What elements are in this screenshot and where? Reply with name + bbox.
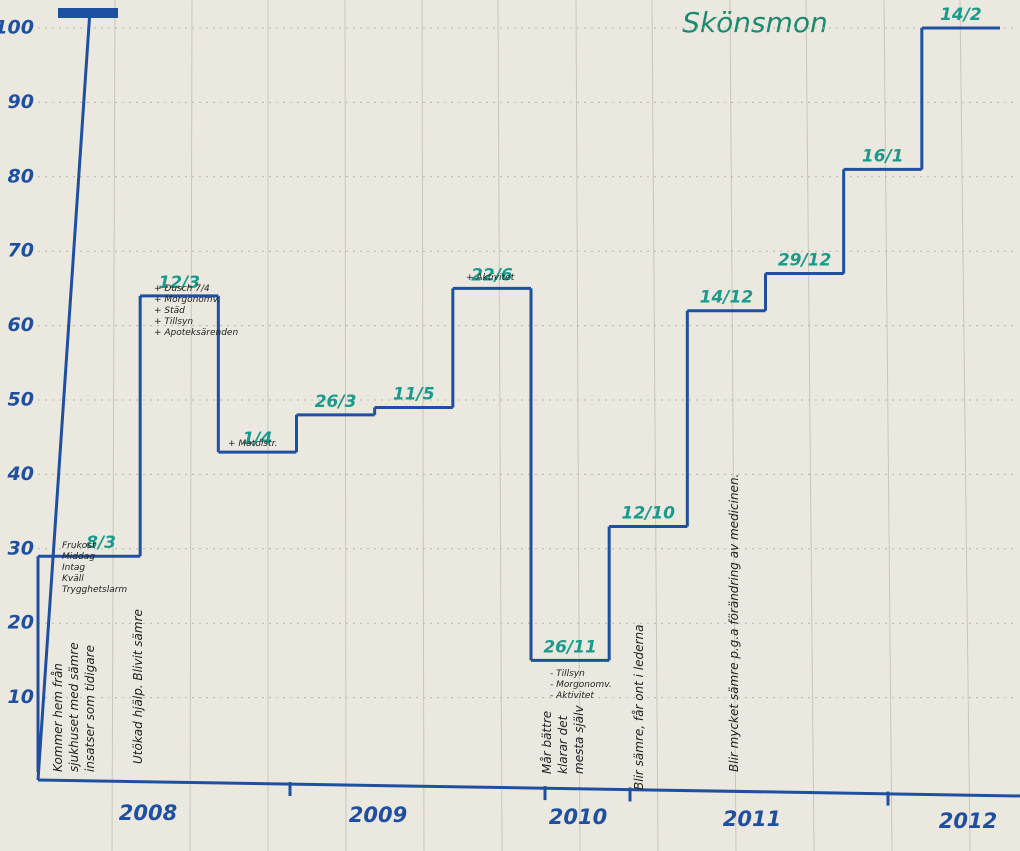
annotation: insatser som tidigare — [83, 645, 97, 772]
year-label: 2010 — [549, 805, 607, 829]
year-label: 2008 — [119, 801, 177, 825]
annotation: Blir sämre, får ont i lederna — [632, 625, 646, 790]
annotation: + Morgonomv. — [154, 295, 220, 305]
annotation: Trygghetslarm — [62, 585, 127, 595]
year-label: 2009 — [349, 803, 407, 827]
annotation: Kommer hem från — [51, 663, 65, 772]
annotation: - Morgonomv. — [550, 680, 612, 690]
step-label: 14/12 — [700, 288, 754, 308]
year-label: 2011 — [723, 807, 781, 831]
step-label: 14/2 — [940, 5, 982, 25]
annotation: sjukhuset med sämre — [67, 642, 81, 772]
annotation: Kväll — [62, 574, 84, 584]
step-label: 12/10 — [621, 503, 675, 523]
step-label: 26/3 — [315, 392, 357, 412]
step-label: 26/11 — [543, 637, 597, 657]
y-tick-label: 60 — [8, 314, 34, 336]
annotation: Intag — [62, 563, 85, 573]
annotation: + Apoteksärenden — [154, 328, 238, 338]
annotation: klarar det — [556, 714, 570, 774]
year-label: 2012 — [939, 809, 997, 833]
paper-lines — [111, 0, 971, 851]
y-tick-label: 10 — [8, 686, 34, 708]
annotation: - Tillsyn — [550, 669, 585, 679]
y-axis — [36, 9, 92, 781]
axis-cap — [58, 8, 118, 18]
y-tick-label: 80 — [8, 165, 34, 187]
annotation: Middag — [62, 552, 95, 562]
y-tick-label: 20 — [8, 612, 34, 634]
y-tick-label: 30 — [8, 537, 34, 559]
annotation: Utökad hjälp. Blivit sämre — [131, 609, 145, 764]
annotation: + Städ — [154, 306, 185, 316]
annotation: Blir mycket sämre p.g.a förändring av me… — [727, 474, 741, 772]
annotation: + Matdistr. — [228, 439, 277, 449]
annotation: + Aktivitet — [466, 273, 515, 283]
y-tick-label: 90 — [8, 91, 34, 113]
step-label: 8/3 — [86, 533, 116, 553]
x-axis — [37, 778, 1020, 798]
y-tick-label: 100 — [0, 17, 34, 39]
annotation: - Aktivitet — [550, 691, 594, 701]
annotation: + Tillsyn — [154, 317, 193, 327]
y-tick-label: 70 — [8, 240, 34, 262]
annotation: mesta själv — [572, 705, 586, 774]
annotation: Mår bättre — [540, 711, 554, 774]
step-label: 1/4 — [242, 429, 272, 449]
step-label: 11/5 — [393, 384, 435, 404]
y-tick-label: 50 — [8, 389, 34, 411]
step-label: 16/1 — [862, 146, 904, 166]
step-label: 12/3 — [158, 273, 200, 293]
annotation: Frukost — [62, 541, 96, 551]
step-label: 22/6 — [471, 265, 513, 285]
chart-title: Skönsmon — [682, 6, 828, 39]
step-label: 29/12 — [778, 251, 832, 271]
annotation: + Dusch 7/4 — [154, 284, 210, 294]
y-tick-label: 40 — [7, 463, 34, 485]
